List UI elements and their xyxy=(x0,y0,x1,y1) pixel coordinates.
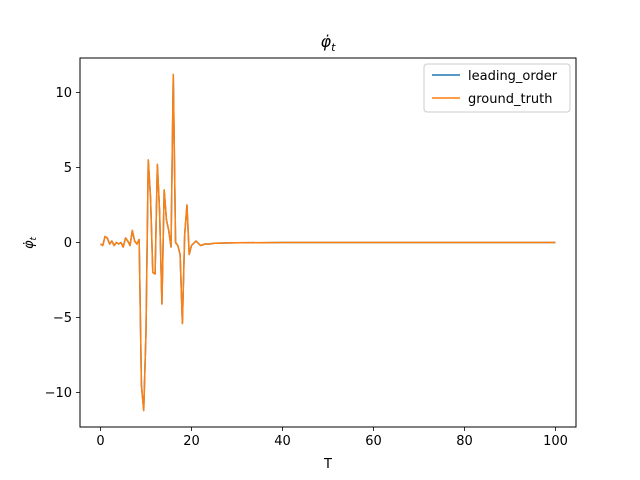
legend-box xyxy=(423,63,571,113)
x-tick-label: 80 xyxy=(456,434,473,449)
chart-title: φ̇t xyxy=(321,32,337,54)
y-axis-label: φ̇t xyxy=(22,236,39,249)
y-tick-label: −10 xyxy=(45,386,72,401)
x-tick-label: 60 xyxy=(365,434,382,449)
legend-label-leading-order: leading_order xyxy=(468,69,558,84)
series-line-ground-truth xyxy=(100,73,556,412)
y-tick-label: 10 xyxy=(55,86,72,101)
x-axis: 0 20 40 60 80 100 xyxy=(96,427,568,449)
x-tick-label: 100 xyxy=(543,434,568,449)
series-layer xyxy=(100,73,556,412)
x-tick-label: 0 xyxy=(96,434,104,449)
x-tick-label: 40 xyxy=(274,434,291,449)
y-tick-label: 5 xyxy=(64,161,72,176)
y-tick-label: 0 xyxy=(64,236,72,251)
y-axis: −10 −5 0 5 10 xyxy=(45,86,80,401)
legend: leading_order ground_truth xyxy=(423,63,571,113)
y-tick-label: −5 xyxy=(53,311,72,326)
x-axis-label: T xyxy=(323,457,332,472)
legend-label-ground-truth: ground_truth xyxy=(468,92,553,107)
x-tick-label: 20 xyxy=(183,434,200,449)
